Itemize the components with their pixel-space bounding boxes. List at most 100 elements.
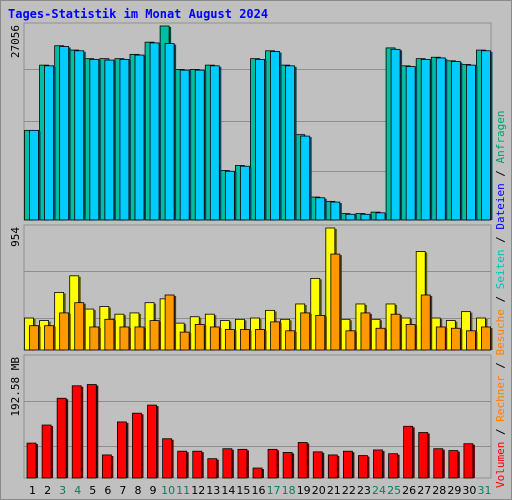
bar-dateien-day-26 [405, 66, 416, 221]
bar-volumen-day-16 [252, 467, 263, 479]
ymax-label-hits-pages: 27056 [9, 25, 22, 58]
x-tick-label: 12 [191, 484, 205, 497]
bar-dateien-day-4 [74, 50, 85, 221]
bar-dateien-day-20 [315, 197, 326, 221]
bar-volumen-day-21 [327, 454, 338, 479]
x-tick-label: 28 [432, 484, 446, 497]
bar-besuche-day-11 [179, 331, 190, 351]
bar-dateien-day-19 [300, 135, 311, 221]
bar-besuche-day-2 [44, 325, 54, 351]
bar-besuche-day-12 [194, 324, 205, 351]
ymax-label-pages-visits: 954 [9, 227, 22, 247]
x-tick-label: 16 [252, 484, 266, 497]
side-legend-separator: / [494, 422, 507, 442]
x-tick-label: 29 [447, 484, 461, 497]
bar-volumen-day-22 [342, 450, 353, 479]
x-tick-label: 19 [297, 484, 311, 497]
bar-dateien-day-22 [345, 213, 356, 221]
side-legend-separator: / [494, 289, 507, 309]
x-tick-label: 7 [119, 484, 126, 497]
bar-dateien-day-6 [104, 59, 115, 221]
ymax-label-volume: 192.58 MB [9, 357, 22, 417]
side-legend-volumen: Volumen [494, 442, 507, 488]
bar-volumen-day-12 [192, 450, 203, 479]
bar-dateien-day-1 [29, 129, 39, 221]
bar-besuche-day-10 [164, 294, 175, 351]
bar-volumen-day-20 [312, 451, 323, 479]
x-tick-label: 1 [29, 484, 36, 497]
side-legend-anfragen: Anfragen [494, 110, 507, 163]
side-legend-separator: / [494, 230, 507, 250]
bar-besuche-day-5 [89, 326, 100, 351]
bar-besuche-day-1 [29, 325, 39, 351]
side-legend-dateien: Dateien [494, 183, 507, 229]
bar-besuche-day-23 [360, 312, 371, 351]
bar-besuche-day-26 [405, 324, 416, 351]
bar-dateien-day-16 [255, 58, 265, 221]
bar-volumen-day-17 [267, 448, 278, 479]
bar-besuche-day-28 [435, 326, 446, 351]
bar-volumen-day-26 [403, 425, 414, 479]
bar-dateien-day-18 [285, 65, 296, 221]
bar-volumen-day-24 [373, 449, 383, 479]
x-tick-label: 25 [387, 484, 401, 497]
side-legend-besuche: Besuche [494, 309, 507, 355]
bar-dateien-day-15 [240, 165, 250, 221]
bar-besuche-day-24 [375, 327, 386, 351]
bar-dateien-day-3 [59, 46, 70, 221]
bar-besuche-day-16 [255, 329, 265, 351]
bar-volumen-day-11 [177, 450, 188, 479]
bar-dateien-day-8 [134, 54, 145, 221]
bar-besuche-day-21 [330, 253, 341, 351]
bar-volumen-day-18 [282, 452, 293, 479]
x-tick-label: 17 [267, 484, 281, 497]
x-tick-label: 9 [150, 484, 157, 497]
x-tick-label: 24 [372, 484, 386, 497]
bar-dateien-day-9 [149, 42, 160, 221]
bar-volumen-day-23 [358, 455, 368, 479]
bar-besuche-day-31 [481, 326, 491, 351]
bar-volumen-day-2 [41, 424, 52, 479]
side-legend: Volumen / Rechner / Besuche / Seiten / D… [494, 110, 507, 488]
x-tick-label: 30 [462, 484, 476, 497]
side-legend-rechner: Rechner [494, 375, 507, 422]
x-tick-label: 22 [342, 484, 356, 497]
x-tick-label: 14 [221, 484, 235, 497]
bar-besuche-day-19 [300, 312, 311, 351]
bar-volumen-day-7 [117, 421, 127, 479]
bar-volumen-day-9 [147, 404, 157, 479]
bar-besuche-day-13 [209, 326, 220, 351]
bar-dateien-day-23 [360, 213, 371, 221]
bar-dateien-day-17 [270, 51, 280, 221]
bar-besuche-day-29 [450, 327, 461, 351]
bar-dateien-day-21 [330, 201, 341, 221]
bar-dateien-day-11 [179, 69, 190, 221]
bar-besuche-day-27 [420, 294, 431, 351]
bar-volumen-day-1 [26, 442, 37, 479]
x-tick-label: 20 [312, 484, 326, 497]
bar-besuche-day-17 [270, 321, 280, 351]
bar-volumen-day-6 [101, 454, 112, 479]
bar-besuche-day-8 [134, 326, 145, 351]
bar-volumen-day-15 [237, 448, 248, 479]
side-legend-separator: / [494, 356, 507, 376]
x-tick-label: 8 [134, 484, 141, 497]
bar-besuche-day-4 [74, 302, 85, 351]
bar-dateien-day-2 [44, 65, 54, 221]
x-tick-label: 31 [477, 484, 491, 497]
chart-title: Tages-Statistik im Monat August 2024 [8, 7, 269, 21]
bar-besuche-day-6 [104, 318, 115, 351]
x-tick-label: 11 [176, 484, 190, 497]
bar-besuche-day-7 [119, 326, 130, 351]
bar-volumen-day-29 [448, 450, 459, 479]
x-tick-label: 18 [282, 484, 296, 497]
bar-volumen-day-3 [56, 397, 67, 479]
x-tick-label: 21 [327, 484, 341, 497]
bar-besuche-day-15 [240, 329, 250, 351]
bar-dateien-day-13 [209, 65, 220, 221]
bar-dateien-day-12 [194, 69, 205, 221]
bar-volumen-day-14 [222, 448, 233, 479]
bar-besuche-day-22 [345, 330, 356, 351]
x-tick-label: 15 [236, 484, 250, 497]
x-tick-label: 26 [402, 484, 416, 497]
